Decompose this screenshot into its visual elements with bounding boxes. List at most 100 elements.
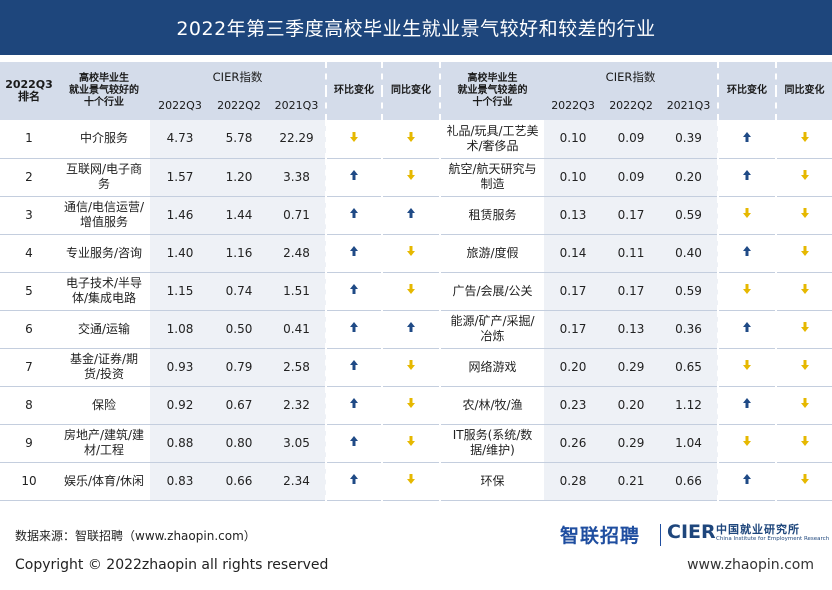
- header-2021q3-left: 2021Q3: [268, 91, 327, 120]
- header-bad-industry: 高校毕业生 就业景气较差的 十个行业: [439, 62, 545, 120]
- good-2022q3-value: 1.08: [150, 310, 210, 349]
- good-yoy-change: [381, 196, 441, 235]
- bad-yoy-change: [775, 120, 832, 159]
- arrow-down-icon: [407, 170, 416, 180]
- table-row: 3 通信/电信运营/增值服务 1.46 1.44 0.71 租赁服务 0.13 0.17 0.5…: [0, 196, 832, 235]
- table-row: 4 专业服务/咨询 1.40 1.16 2.48 旅游/度假 0.14 0.11 0.40: [0, 234, 832, 273]
- good-industry-name: 通信/电信运营/增值服务: [58, 196, 150, 235]
- arrow-up-icon: [350, 208, 359, 218]
- bad-qoq-change: [717, 272, 777, 311]
- bad-2021q3-value: 0.65: [660, 348, 719, 387]
- header-yoy-left: 同比变化: [381, 62, 441, 120]
- header-2022q2-left: 2022Q2: [210, 91, 268, 120]
- arrow-down-icon: [800, 360, 809, 370]
- bad-2022q2-value: 0.29: [602, 424, 661, 463]
- good-industry-name: 房地产/建筑/建材/工程: [58, 424, 150, 463]
- cier-logo-cn: 中国就业研究所: [716, 523, 800, 536]
- bad-yoy-change: [775, 234, 832, 273]
- bad-industry-name: 航空/航天研究与制造: [439, 158, 545, 197]
- bad-2021q3-value: 0.39: [660, 120, 719, 159]
- bad-2022q2-value: 0.29: [602, 348, 661, 387]
- bad-2022q2-value: 0.17: [602, 272, 661, 311]
- table-row: 2 互联网/电子商务 1.57 1.20 3.38 航空/航天研究与制造 0.10 0.09 0…: [0, 158, 832, 197]
- good-yoy-change: [381, 462, 441, 501]
- logo-divider: [660, 524, 661, 546]
- bad-2022q2-value: 0.11: [602, 234, 661, 273]
- bad-industry-name: 能源/矿产/采掘/冶炼: [439, 310, 545, 349]
- good-yoy-change: [381, 348, 441, 387]
- header-yoy-right: 同比变化: [775, 62, 832, 120]
- bad-2022q2-value: 0.17: [602, 196, 661, 235]
- header-qoq-right: 环比变化: [717, 62, 777, 120]
- bad-2022q3-value: 0.28: [544, 462, 603, 501]
- good-2022q3-value: 4.73: [150, 120, 210, 159]
- header-2022q3-left: 2022Q3: [150, 91, 210, 120]
- rank-cell: 3: [0, 196, 58, 235]
- bad-qoq-change: [717, 462, 777, 501]
- table-row: 7 基金/证券/期货/投资 0.93 0.79 2.58 网络游戏 0.20 0.29 0.65: [0, 348, 832, 387]
- good-industry-name: 互联网/电子商务: [58, 158, 150, 197]
- good-2022q3-value: 0.93: [150, 348, 210, 387]
- good-qoq-change: [325, 462, 383, 501]
- table-row: 1 中介服务 4.73 5.78 22.29 礼品/玩具/工艺美术/奢侈品 0.10 0.09…: [0, 120, 832, 159]
- good-qoq-change: [325, 386, 383, 425]
- header-qoq-left: 环比变化: [325, 62, 383, 120]
- good-qoq-change: [325, 348, 383, 387]
- good-2022q3-value: 1.15: [150, 272, 210, 311]
- bad-yoy-change: [775, 196, 832, 235]
- bad-industry-name: 农/林/牧/渔: [439, 386, 545, 425]
- bad-industry-name: IT服务(系统/数据/维护): [439, 424, 545, 463]
- bad-2022q2-value: 0.21: [602, 462, 661, 501]
- arrow-down-icon: [800, 436, 809, 446]
- good-2021q3-value: 3.05: [268, 424, 327, 463]
- bad-2021q3-value: 0.66: [660, 462, 719, 501]
- good-2022q3-value: 1.57: [150, 158, 210, 197]
- bad-2021q3-value: 0.59: [660, 272, 719, 311]
- rank-cell: 4: [0, 234, 58, 273]
- good-qoq-change: [325, 272, 383, 311]
- arrow-up-icon: [743, 322, 752, 332]
- rank-cell: 10: [0, 462, 58, 501]
- bad-industry-name: 礼品/玩具/工艺美术/奢侈品: [439, 120, 545, 159]
- good-yoy-change: [381, 120, 441, 159]
- rank-cell: 5: [0, 272, 58, 311]
- bad-2022q3-value: 0.26: [544, 424, 603, 463]
- arrow-up-icon: [350, 436, 359, 446]
- bad-2021q3-value: 1.04: [660, 424, 719, 463]
- rank-cell: 8: [0, 386, 58, 425]
- table-row: 9 房地产/建筑/建材/工程 0.88 0.80 3.05 IT服务(系统/数据/维护) 0…: [0, 424, 832, 463]
- bad-industry-name: 环保: [439, 462, 545, 501]
- header-2022q2-right: 2022Q2: [602, 91, 661, 120]
- bad-yoy-change: [775, 310, 832, 349]
- cier-logo: CIER: [667, 521, 716, 543]
- good-2022q2-value: 0.67: [210, 386, 268, 425]
- good-2022q3-value: 0.83: [150, 462, 210, 501]
- good-2022q2-value: 5.78: [210, 120, 268, 159]
- bad-qoq-change: [717, 234, 777, 273]
- bad-2022q2-value: 0.13: [602, 310, 661, 349]
- good-qoq-change: [325, 310, 383, 349]
- arrow-up-icon: [743, 246, 752, 256]
- good-2022q3-value: 0.88: [150, 424, 210, 463]
- arrow-down-icon: [407, 246, 416, 256]
- bad-yoy-change: [775, 272, 832, 311]
- arrow-down-icon: [407, 436, 416, 446]
- copyright: Copyright © 2022zhaopin all rights reser…: [15, 557, 329, 573]
- rank-cell: 1: [0, 120, 58, 159]
- bad-2022q3-value: 0.20: [544, 348, 603, 387]
- good-2021q3-value: 3.38: [268, 158, 327, 197]
- good-qoq-change: [325, 424, 383, 463]
- arrow-down-icon: [407, 284, 416, 294]
- good-industry-name: 交通/运输: [58, 310, 150, 349]
- arrow-down-icon: [407, 474, 416, 484]
- good-yoy-change: [381, 272, 441, 311]
- bad-industry-name: 租赁服务: [439, 196, 545, 235]
- good-2021q3-value: 0.41: [268, 310, 327, 349]
- bad-2022q3-value: 0.10: [544, 120, 603, 159]
- bad-2021q3-value: 1.12: [660, 386, 719, 425]
- arrow-down-icon: [743, 360, 752, 370]
- bad-2022q2-value: 0.09: [602, 158, 661, 197]
- arrow-down-icon: [800, 208, 809, 218]
- bad-2022q3-value: 0.17: [544, 310, 603, 349]
- arrow-up-icon: [350, 474, 359, 484]
